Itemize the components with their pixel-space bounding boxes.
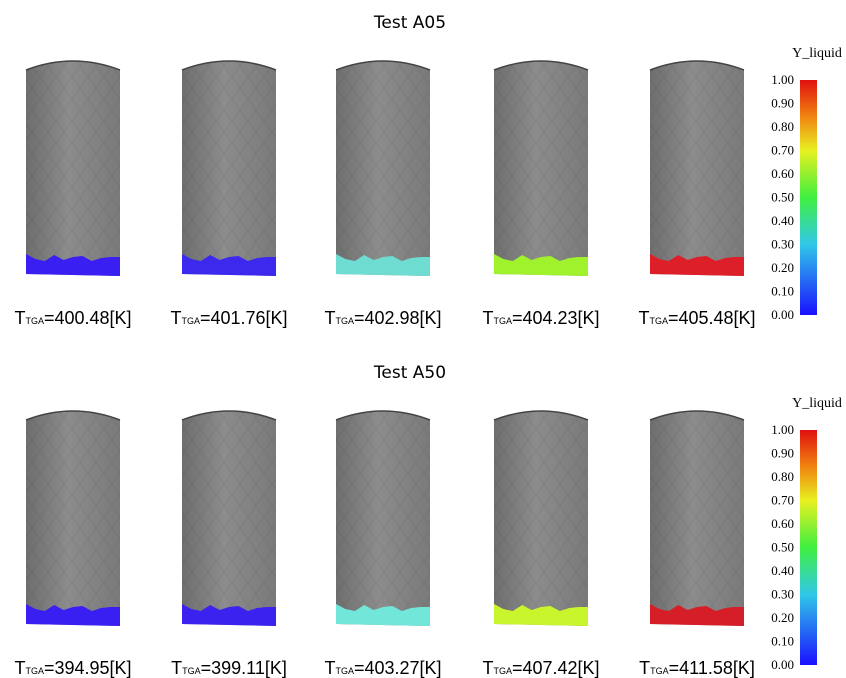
colorbar-tick-label: 0.40 bbox=[771, 563, 794, 578]
colorbar-tick-label: 1.00 bbox=[771, 422, 794, 437]
subscript: TGA bbox=[493, 316, 512, 326]
temperature-label: TTGA=403.27[K] bbox=[324, 658, 441, 678]
colorbar-tick-label: 0.50 bbox=[771, 190, 794, 205]
colorbar-tick-label: 0.20 bbox=[771, 260, 794, 275]
temperature-label: TTGA=400.48[K] bbox=[14, 308, 131, 328]
colorbar-tick-label: 0.60 bbox=[771, 516, 794, 531]
colorbar-tick-label: 0.50 bbox=[771, 540, 794, 555]
colorbar-tick-label: 0.90 bbox=[771, 446, 794, 461]
colorbar-tick-label: 0.30 bbox=[771, 587, 794, 602]
symbol: T bbox=[324, 658, 335, 678]
temperature-label: TTGA=404.23[K] bbox=[482, 308, 599, 328]
tube-facets bbox=[650, 411, 744, 626]
colorbar-tick-label: 0.00 bbox=[771, 657, 794, 672]
symbol: T bbox=[324, 308, 335, 328]
temperature-label: TTGA=405.48[K] bbox=[638, 308, 755, 328]
symbol: T bbox=[482, 308, 493, 328]
temperature-label: TTGA=401.76[K] bbox=[170, 308, 287, 328]
symbol: T bbox=[171, 658, 182, 678]
subscript: TGA bbox=[181, 316, 200, 326]
symbol: T bbox=[639, 658, 650, 678]
subscript: TGA bbox=[493, 666, 512, 676]
value-text: =405.48[K] bbox=[668, 308, 756, 328]
subscript: TGA bbox=[335, 316, 354, 326]
value-text: =411.58[K] bbox=[669, 658, 755, 678]
subscript: TGA bbox=[25, 316, 44, 326]
symbol: T bbox=[638, 308, 649, 328]
colorbar-tick-label: 0.80 bbox=[771, 119, 794, 134]
figure: Test A05TTGA=400.48[K]TTGA=401.76[K]TTGA… bbox=[0, 0, 846, 678]
subscript: TGA bbox=[650, 666, 669, 676]
value-text: =403.27[K] bbox=[354, 658, 442, 678]
panel: Test A05TTGA=400.48[K]TTGA=401.76[K]TTGA… bbox=[14, 13, 841, 328]
panel-title: Test A05 bbox=[373, 13, 446, 33]
tube-facets bbox=[650, 61, 744, 276]
colorbar-tick-label: 0.60 bbox=[771, 166, 794, 181]
panel: Test A50TTGA=394.95[K]TTGA=399.11[K]TTGA… bbox=[14, 363, 841, 678]
tube-facets bbox=[494, 61, 588, 276]
colorbar bbox=[800, 80, 817, 315]
colorbar-tick-label: 0.40 bbox=[771, 213, 794, 228]
colorbar-tick-label: 0.70 bbox=[771, 493, 794, 508]
colorbar-tick-label: 0.20 bbox=[771, 610, 794, 625]
value-text: =407.42[K] bbox=[512, 658, 600, 678]
colorbar-tick-label: 0.70 bbox=[771, 143, 794, 158]
value-text: =399.11[K] bbox=[201, 658, 287, 678]
colorbar-tick-label: 0.10 bbox=[771, 634, 794, 649]
temperature-label: TTGA=399.11[K] bbox=[171, 658, 287, 678]
value-text: =401.76[K] bbox=[200, 308, 288, 328]
temperature-label: TTGA=411.58[K] bbox=[639, 658, 755, 678]
symbol: T bbox=[14, 658, 25, 678]
colorbar-label: Y_liquid bbox=[792, 46, 842, 61]
colorbar-tick-label: 0.80 bbox=[771, 469, 794, 484]
symbol: T bbox=[170, 308, 181, 328]
value-text: =402.98[K] bbox=[354, 308, 442, 328]
tube-facets bbox=[336, 411, 430, 626]
symbol: T bbox=[14, 308, 25, 328]
colorbar-tick-label: 0.90 bbox=[771, 96, 794, 111]
panel-title: Test A50 bbox=[373, 363, 446, 383]
value-text: =400.48[K] bbox=[44, 308, 132, 328]
colorbar-tick-label: 0.10 bbox=[771, 284, 794, 299]
value-text: =394.95[K] bbox=[44, 658, 132, 678]
subscript: TGA bbox=[649, 316, 668, 326]
temperature-label: TTGA=402.98[K] bbox=[324, 308, 441, 328]
value-text: =404.23[K] bbox=[512, 308, 600, 328]
colorbar-label: Y_liquid bbox=[792, 396, 842, 411]
colorbar-tick-label: 1.00 bbox=[771, 72, 794, 87]
colorbar-tick-label: 0.00 bbox=[771, 307, 794, 322]
subscript: TGA bbox=[182, 666, 201, 676]
tube-facets bbox=[182, 411, 276, 626]
tube-facets bbox=[182, 61, 276, 276]
tube-facets bbox=[26, 411, 120, 626]
colorbar-tick-label: 0.30 bbox=[771, 237, 794, 252]
tube-facets bbox=[26, 61, 120, 276]
colorbar bbox=[800, 430, 817, 665]
subscript: TGA bbox=[25, 666, 44, 676]
temperature-label: TTGA=394.95[K] bbox=[14, 658, 131, 678]
temperature-label: TTGA=407.42[K] bbox=[482, 658, 599, 678]
symbol: T bbox=[482, 658, 493, 678]
subscript: TGA bbox=[335, 666, 354, 676]
tube-facets bbox=[336, 61, 430, 276]
tube-facets bbox=[494, 411, 588, 626]
